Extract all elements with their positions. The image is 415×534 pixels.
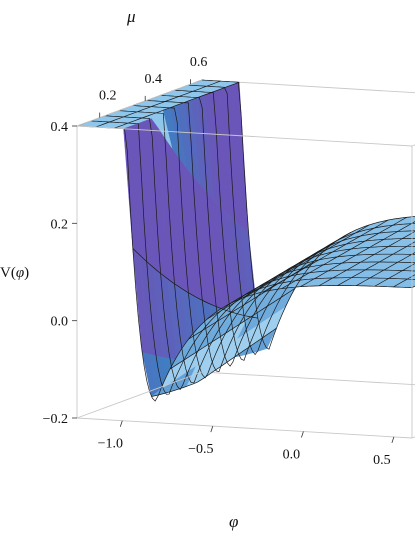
mesh-line-phi: [95, 80, 221, 128]
v-axis-label-main: V(: [0, 265, 16, 281]
surface-patch: [409, 216, 415, 221]
x-tick-label: −0.5: [188, 442, 213, 457]
z-tick-label: 0.0: [51, 315, 69, 330]
z-tick-label: 0.2: [51, 217, 69, 232]
box-edge-front: [76, 371, 203, 419]
mesh-line-phi: [169, 288, 296, 370]
x-tick: [301, 431, 304, 438]
box-edge-front: [76, 417, 413, 439]
mesh-line-phi: [281, 216, 407, 289]
x-tick-label: −1.0: [98, 437, 123, 452]
y-tick-label: 0.2: [99, 89, 117, 104]
mesh-line-phi: [244, 224, 370, 298]
mesh-line-phi: [207, 243, 333, 320]
surface-patch: [410, 236, 415, 239]
z-tick-label: −0.2: [43, 412, 68, 427]
z-tick-label: 0.4: [51, 120, 69, 135]
mu-axis-label: μ: [126, 7, 136, 26]
box-edge-front: [76, 79, 203, 127]
x-tick-label: 0.5: [373, 453, 391, 468]
mesh-line-phi: [114, 81, 240, 129]
v-axis-label-var: φ: [16, 265, 24, 281]
mesh-line-phi: [225, 231, 352, 307]
mesh-line-phi: [188, 261, 314, 340]
bounding-box-front: [76, 79, 413, 439]
mesh-line-phi: [356, 252, 415, 287]
v-axis-label: V(φ): [0, 265, 29, 281]
mesh-line-phi: [393, 274, 415, 288]
mesh-line-phi: [151, 327, 277, 397]
v-axis-label-end: ): [24, 265, 29, 281]
phi-axis-label: φ: [229, 512, 238, 531]
mesh-line-phi: [337, 241, 415, 286]
mesh-line-phi: [318, 230, 415, 287]
y-tick-label: 0.4: [144, 72, 162, 87]
mesh-line-phi: [262, 219, 389, 293]
box-edge-front: [76, 125, 413, 147]
x-tick: [391, 436, 395, 444]
box-edge-back: [201, 371, 415, 386]
y-tick-label: 0.6: [190, 55, 208, 70]
x-tick-label: 0.0: [283, 448, 301, 463]
mesh-line-phi: [374, 263, 415, 287]
box-edge-back: [201, 79, 415, 94]
surface-patch: [411, 268, 415, 272]
x-tick: [210, 425, 214, 433]
mesh-line-phi: [300, 221, 415, 288]
mesh-line-phi: [132, 248, 258, 319]
potential-surface: [76, 79, 415, 402]
axis-ticks: −1.0 −0.5 0.0 0.5 0.2 0.4 0.6 0.4 0.2 0.0 −0.2: [43, 55, 395, 468]
x-tick: [119, 420, 123, 427]
